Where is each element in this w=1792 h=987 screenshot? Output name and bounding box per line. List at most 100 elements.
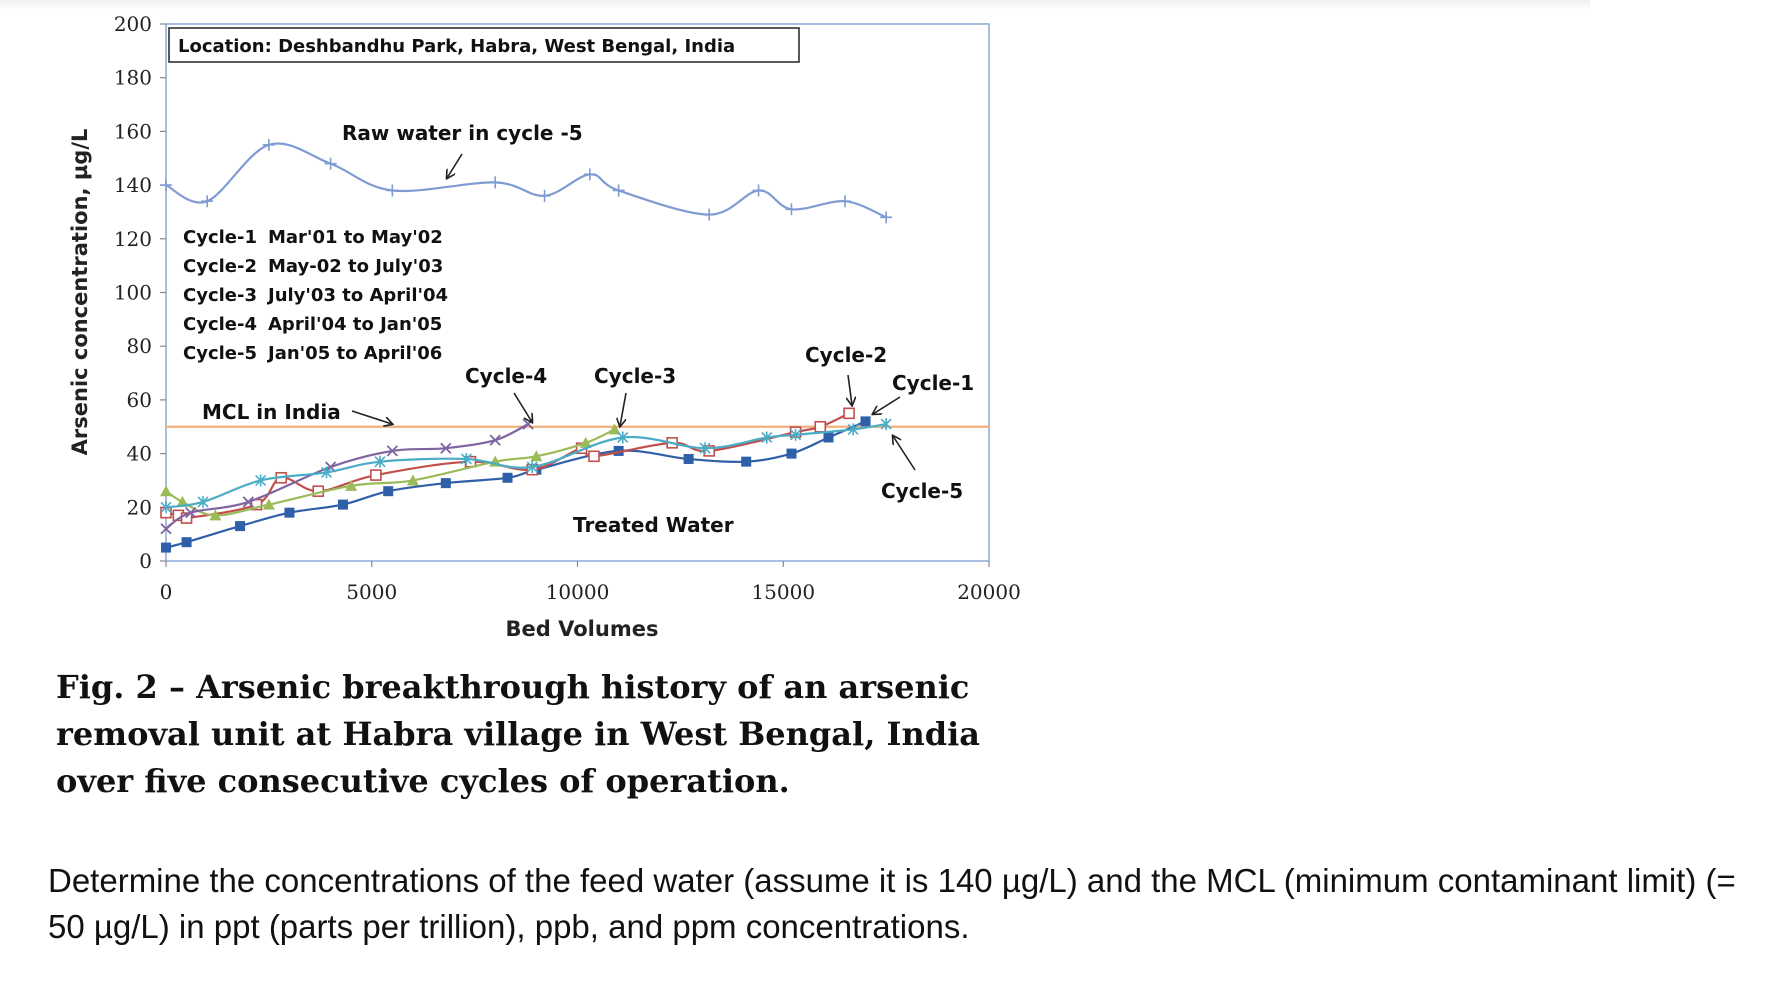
data-point <box>181 537 192 548</box>
data-point <box>613 445 624 456</box>
data-point <box>583 168 596 181</box>
data-point <box>284 507 295 518</box>
treated-water-annotation: Treated Water <box>573 513 734 537</box>
data-point <box>262 498 275 510</box>
data-point <box>699 442 711 455</box>
y-tick-label: 80 <box>127 334 152 358</box>
data-point <box>741 456 752 467</box>
legend-cycle-period: April'04 to Jan'05 <box>268 314 442 335</box>
series-line <box>165 423 529 530</box>
series-raw-water-in-cycle-5 <box>160 138 893 224</box>
x-tick-label: 0 <box>160 580 173 604</box>
data-point <box>617 431 629 444</box>
mcl-annotation: MCL in India <box>202 400 341 424</box>
cycle-3-annotation: Cycle-3 <box>594 364 676 388</box>
data-point <box>489 176 502 189</box>
data-point <box>160 179 172 192</box>
series-cycle-5 <box>160 418 892 514</box>
data-point <box>209 509 222 521</box>
raw-water-arrow <box>447 153 463 178</box>
cycle-2-annotation: Cycle-2 <box>805 343 887 367</box>
data-point <box>847 423 859 436</box>
data-point <box>823 432 834 443</box>
question-text: Determine the concentrations of the feed… <box>48 862 1736 945</box>
legend-cycle-period: May-02 to July'03 <box>268 256 443 277</box>
data-point <box>255 474 267 487</box>
data-point <box>786 448 797 459</box>
y-tick-label: 100 <box>114 281 152 305</box>
data-point <box>588 450 600 463</box>
legend-cycle-period: July'03 to April'04 <box>266 285 448 306</box>
data-point <box>440 478 451 489</box>
data-point <box>502 472 513 483</box>
cycle-3-arrow <box>620 392 627 426</box>
data-point <box>160 523 172 535</box>
data-point <box>161 542 171 553</box>
y-tick-label: 60 <box>127 388 152 412</box>
legend-cycle-period: Mar'01 to May'02 <box>268 227 443 248</box>
raw-water-annotation: Raw water in cycle -5 <box>342 121 583 145</box>
data-point <box>320 466 333 479</box>
data-point <box>538 189 551 202</box>
data-point <box>370 469 382 481</box>
data-point <box>345 479 358 491</box>
chart-title: Location: Deshbandhu Park, Habra, West B… <box>178 36 735 57</box>
data-point <box>262 138 275 151</box>
cycle-2-arrow <box>848 374 852 405</box>
y-tick-label: 40 <box>127 442 152 466</box>
data-point <box>761 431 773 444</box>
cycle-5-annotation: Cycle-5 <box>881 479 963 503</box>
data-point <box>386 445 398 457</box>
data-point <box>790 428 802 441</box>
data-point <box>160 485 172 497</box>
cycle-4-arrow <box>513 392 532 422</box>
legend-cycle-label: Cycle-3 <box>183 285 257 306</box>
data-point <box>579 436 592 448</box>
x-tick-label: 15000 <box>751 580 815 604</box>
cycle-date-legend: Cycle-1 Mar'01 to May'02 Cycle-2 May-02 … <box>183 227 448 364</box>
data-point <box>337 499 348 510</box>
data-point <box>860 416 871 427</box>
data-point <box>785 203 798 216</box>
cycle-4-annotation: Cycle-4 <box>465 364 547 388</box>
series-cycle-1 <box>161 416 871 553</box>
data-point <box>406 474 419 486</box>
legend-cycle-label: Cycle-1 <box>183 227 257 248</box>
location-box <box>168 27 800 63</box>
cycle-1-annotation: Cycle-1 <box>892 371 974 395</box>
data-point <box>752 184 765 197</box>
data-point <box>880 418 892 431</box>
legend-cycle-label: Cycle-5 <box>183 343 257 364</box>
data-point <box>838 195 851 208</box>
x-axis-title: Bed Volumes <box>506 617 659 641</box>
data-point <box>608 423 621 435</box>
legend-cycle-period: Jan'05 to April'06 <box>266 343 442 364</box>
y-tick-label: 160 <box>114 119 152 143</box>
data-point <box>683 453 694 464</box>
y-tick-label: 180 <box>114 66 152 90</box>
cycle-5-arrow <box>893 436 916 471</box>
data-point <box>176 495 189 507</box>
y-tick-label: 140 <box>114 173 152 197</box>
data-point <box>460 452 472 465</box>
x-tick-label: 10000 <box>546 580 610 604</box>
data-point <box>201 195 214 208</box>
data-point <box>703 445 715 457</box>
series-cycle-4 <box>160 418 534 535</box>
data-point <box>526 461 538 474</box>
series-line <box>165 423 887 509</box>
data-point <box>489 434 501 446</box>
data-point <box>160 501 172 514</box>
y-tick-label: 0 <box>139 549 152 573</box>
data-point <box>814 420 827 433</box>
top-shadow-band <box>0 0 1590 10</box>
data-point <box>235 521 246 532</box>
legend-cycle-label: Cycle-4 <box>183 314 257 335</box>
data-point <box>197 495 209 508</box>
x-tick-label: 5000 <box>346 580 397 604</box>
data-point <box>324 157 337 170</box>
y-axis-title: Arsenic concentration, µg/L <box>68 129 92 456</box>
data-point <box>383 486 394 497</box>
data-point <box>843 407 855 420</box>
legend-cycle-label: Cycle-2 <box>183 256 257 277</box>
